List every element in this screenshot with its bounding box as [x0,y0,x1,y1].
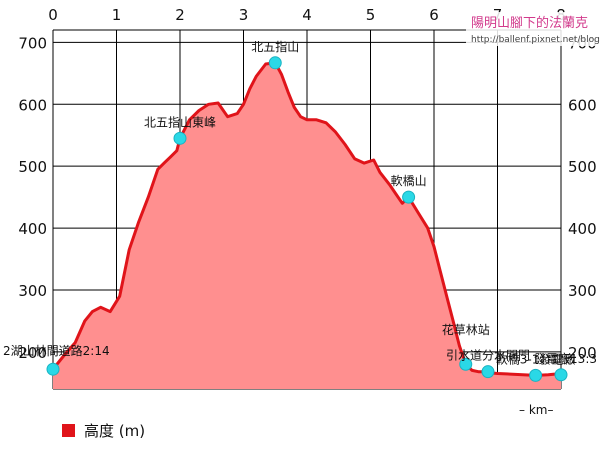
legend-swatch [62,424,75,437]
x-unit-label: – km– [519,403,553,417]
waypoint-label: 2湖山林間道路2:14 [3,343,110,358]
waypoint-marker [481,365,495,379]
waypoint-marker [554,368,568,382]
waypoint-marker [529,368,543,382]
x-tick-label: 3 [239,6,249,24]
waypoint-label: 北五指山東峰 [144,114,216,129]
x-tick-label: 2 [175,6,185,24]
y-tick-label-right: 600 [568,96,597,114]
waypoint-marker [268,56,282,70]
watermark-title: 陽明山腳下的法蘭克 [471,15,588,31]
legend: 高度 (m) [62,422,145,440]
x-tick-label: 1 [112,6,122,24]
waypoint-label: 引水道分水閘門 [446,349,530,363]
x-tick-label: 0 [48,6,58,24]
y-tick-label-left: 600 [18,96,47,114]
y-tick-label-left: 700 [18,34,47,52]
y-tick-label-right: 200 [568,344,597,362]
waypoint-label: 北五指山 [251,39,299,54]
waypoint-label: 花草林站 [442,322,490,337]
x-tick-label: 6 [429,6,439,24]
y-tick-label-left: 300 [18,282,47,300]
waypoint-marker [459,357,473,371]
waypoint-marker [173,131,187,145]
watermark-box [466,12,598,46]
x-tick-label: 4 [302,6,312,24]
y-tick-label-right: 500 [568,158,597,176]
y-tick-label-left: 500 [18,158,47,176]
waypoint-marker [46,362,60,376]
watermark-url: http://ballenf.pixnet.net/blog [471,35,600,45]
y-tick-label-right: 300 [568,282,597,300]
waypoint-markers [46,56,568,382]
legend-label: 高度 (m) [84,422,145,440]
y-tick-label-left: 400 [18,220,47,238]
x-tick-label: 5 [366,6,376,24]
watermark: 陽明山腳下的法蘭克 http://ballenf.pixnet.net/blog [466,12,600,46]
waypoint-label: 軟橋山 [391,173,427,188]
y-tick-label-right: 400 [568,220,597,238]
waypoint-labels: 2湖山林間道路2:14 北五指山東峰 北五指山軟橋山花草林站引水道分水閘門軟橋3-1… [3,39,597,367]
waypoint-label: 軟橋3-1發電廠 [496,351,576,366]
y-tick-label-left: 200 [18,344,47,362]
waypoint-marker [402,190,416,204]
waypoint-label: 發電廠13:3 [534,351,597,366]
